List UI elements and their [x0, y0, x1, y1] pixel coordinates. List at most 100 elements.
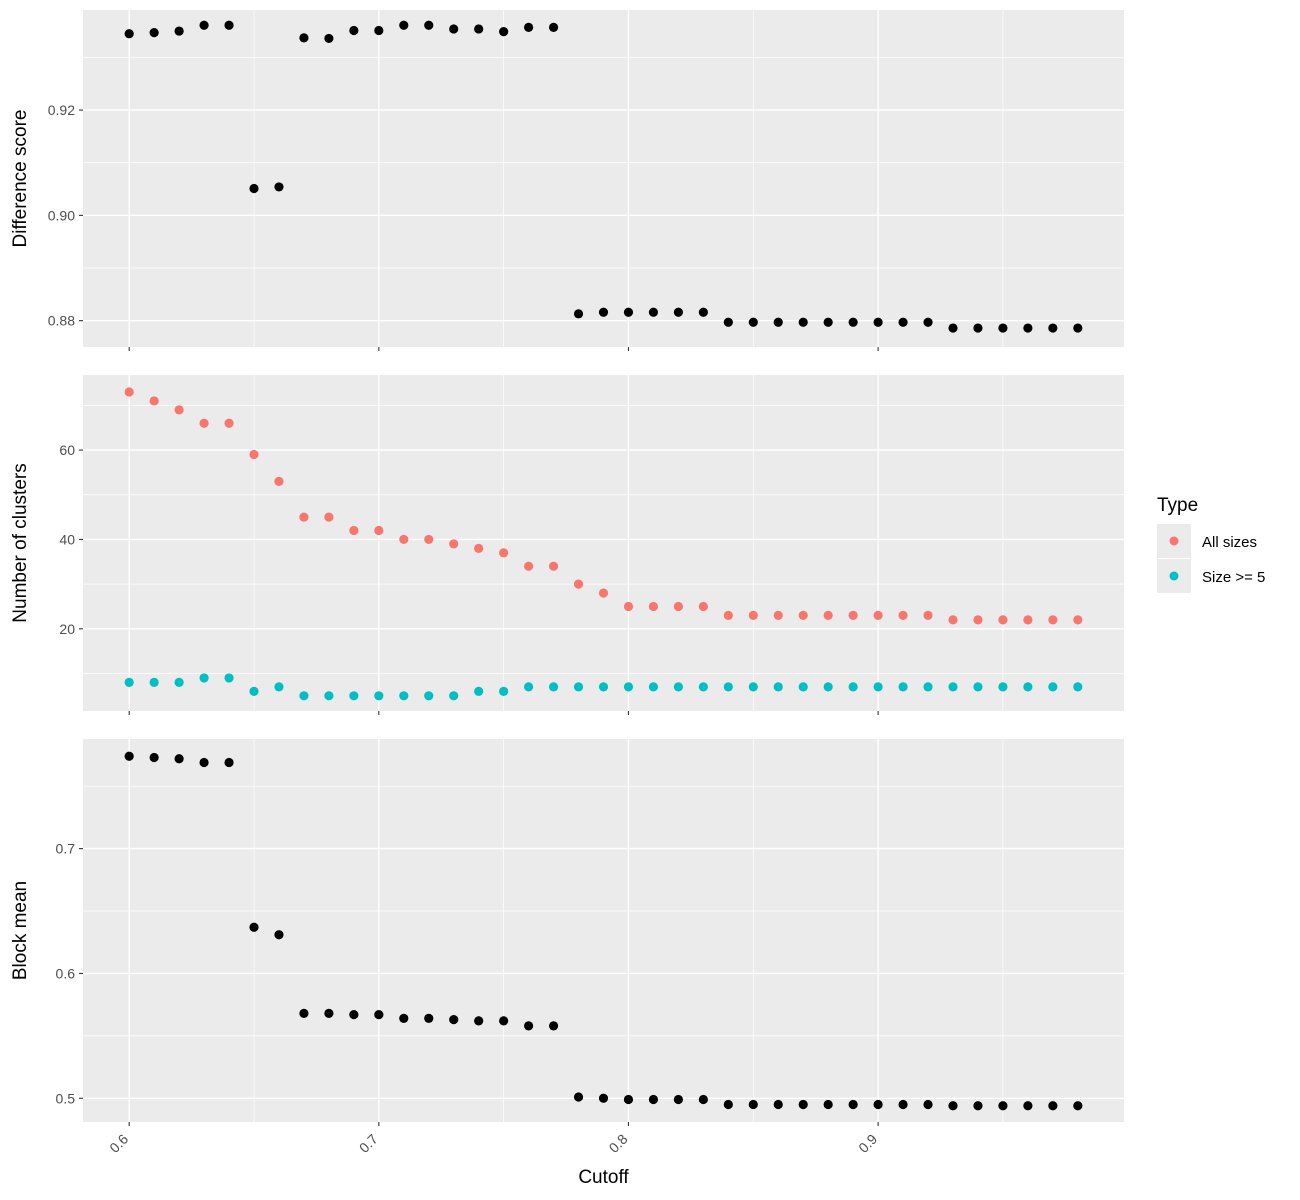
legend-label-size-5: Size >= 5 — [1202, 569, 1265, 586]
point-series — [1073, 323, 1083, 333]
point-series — [648, 307, 659, 317]
point-series — [174, 26, 184, 36]
point-series — [948, 1101, 958, 1111]
point-series — [673, 307, 683, 317]
point-all-sizes — [149, 396, 159, 406]
point-series — [224, 20, 234, 30]
point-size-5 — [1023, 682, 1033, 692]
point-series — [524, 22, 534, 32]
point-all-sizes — [399, 534, 409, 545]
y-axis-title: Difference score — [10, 110, 31, 248]
x-tick-label: 0.7 — [356, 1131, 381, 1156]
point-all-sizes — [723, 610, 733, 620]
point-all-sizes — [1048, 615, 1058, 625]
point-series — [748, 317, 758, 327]
point-series — [474, 1016, 484, 1026]
point-series — [1048, 323, 1058, 333]
legend-marker-size-5 — [1169, 571, 1179, 581]
point-all-sizes — [1073, 615, 1083, 625]
point-series — [124, 751, 134, 761]
point-all-sizes — [499, 548, 509, 558]
point-series — [449, 24, 459, 34]
point-series — [1048, 1101, 1058, 1111]
point-series — [848, 1099, 858, 1110]
point-series — [723, 317, 733, 327]
point-series — [274, 182, 284, 192]
point-all-sizes — [349, 525, 359, 536]
point-series — [249, 922, 259, 932]
point-all-sizes — [773, 610, 783, 620]
point-series — [648, 1094, 659, 1105]
legend-marker-all-sizes — [1169, 536, 1179, 546]
panel-1: 0.88 0.90 0.92 Difference score — [10, 10, 1124, 351]
point-all-sizes — [374, 525, 384, 536]
point-series — [274, 930, 284, 940]
point-size-5 — [773, 682, 783, 692]
point-series — [823, 1099, 833, 1110]
point-series — [349, 25, 359, 36]
point-size-5 — [424, 691, 434, 701]
point-series — [224, 757, 234, 768]
point-series — [374, 1010, 384, 1020]
y-tick-label: 60 — [59, 442, 75, 458]
point-all-sizes — [648, 601, 659, 612]
point-series — [199, 20, 209, 30]
y-tick-label: 20 — [59, 621, 75, 637]
x-tick-label: 0.8 — [606, 1131, 631, 1156]
point-all-sizes — [424, 534, 434, 545]
y-tick-label: 0.6 — [56, 965, 76, 981]
point-series — [324, 33, 334, 44]
point-all-sizes — [623, 601, 634, 612]
point-series — [673, 1094, 683, 1105]
point-size-5 — [249, 686, 259, 696]
point-series — [499, 1016, 509, 1026]
y-tick-label: 40 — [59, 531, 75, 547]
point-series — [973, 1101, 983, 1111]
point-all-sizes — [973, 615, 983, 625]
point-all-sizes — [898, 610, 908, 620]
point-series — [299, 1008, 309, 1018]
point-all-sizes — [998, 615, 1008, 625]
point-series — [998, 323, 1008, 333]
point-series — [748, 1099, 758, 1110]
point-series — [923, 317, 933, 327]
legend-title: Type — [1157, 495, 1198, 516]
point-all-sizes — [598, 588, 609, 598]
point-series — [573, 1092, 584, 1102]
point-series — [399, 1013, 409, 1023]
point-series — [823, 317, 833, 327]
point-all-sizes — [873, 610, 883, 620]
point-series — [499, 26, 509, 37]
legend: Type All sizes Size >= 5 — [1157, 495, 1265, 593]
point-series — [1073, 1101, 1083, 1111]
point-all-sizes — [848, 610, 858, 620]
point-all-sizes — [224, 418, 234, 428]
point-series — [199, 757, 209, 768]
point-size-5 — [349, 691, 359, 701]
point-series — [548, 1021, 559, 1031]
point-all-sizes — [673, 601, 683, 612]
point-series — [374, 25, 384, 36]
x-axis-title: Cutoff — [578, 1167, 629, 1188]
point-series — [898, 1099, 908, 1110]
legend-label-all-sizes: All sizes — [1202, 534, 1257, 551]
point-series — [1023, 1101, 1033, 1111]
panel-2: 20 40 60 Number of clusters — [10, 375, 1124, 715]
point-series — [798, 317, 808, 327]
point-size-5 — [399, 691, 409, 701]
point-size-5 — [648, 682, 659, 692]
point-series — [399, 20, 409, 30]
point-series — [449, 1015, 459, 1025]
point-all-sizes — [698, 601, 708, 612]
point-series — [524, 1021, 534, 1031]
point-size-5 — [324, 691, 334, 701]
point-all-sizes — [324, 512, 334, 522]
y-tick-label: 0.7 — [56, 841, 76, 857]
point-size-5 — [474, 686, 484, 696]
x-tick-label: 0.6 — [106, 1131, 131, 1156]
point-series — [299, 33, 309, 43]
panel-background — [83, 375, 1124, 711]
point-all-sizes — [948, 615, 958, 625]
point-size-5 — [1073, 682, 1083, 692]
